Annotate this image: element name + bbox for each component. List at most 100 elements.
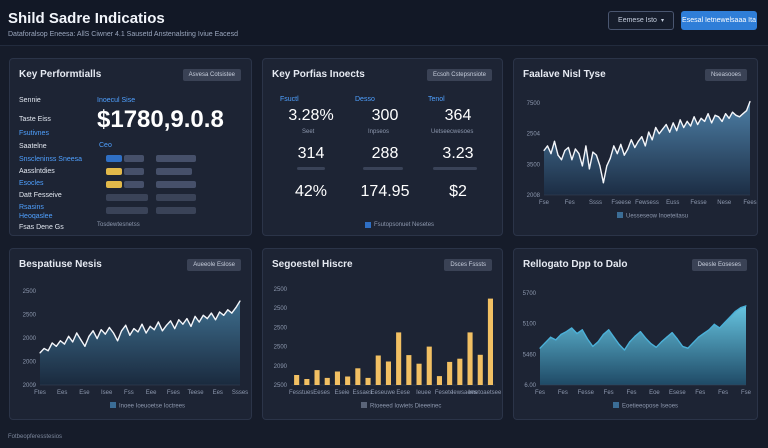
- data-point: [59, 340, 62, 342]
- x-tick-label: Ese: [79, 390, 90, 396]
- area-fill: [540, 305, 746, 385]
- data-point: [157, 321, 159, 323]
- y-tick-label: 5100: [523, 322, 537, 328]
- data-point: [620, 143, 622, 145]
- y-tick-label: 2090: [274, 364, 288, 370]
- data-point: [96, 337, 98, 340]
- data-point: [738, 116, 741, 118]
- data-point: [161, 330, 164, 332]
- data-point: [679, 119, 681, 121]
- metric-value: 364: [444, 107, 472, 124]
- data-point: [202, 314, 204, 316]
- metrics-panel: Key Porfias Inoects Ecsoh Cstepsnsiote F…: [262, 58, 503, 236]
- metrics-panel-button[interactable]: Ecsoh Cstepsnsiote: [426, 69, 492, 81]
- metric-value: 288: [371, 145, 399, 162]
- data-point: [560, 333, 562, 335]
- data-point: [623, 154, 625, 156]
- data-point: [637, 140, 639, 142]
- data-point: [214, 319, 217, 321]
- data-point: [676, 338, 678, 340]
- x-tick-label: Isee: [101, 390, 113, 396]
- data-point: [729, 316, 731, 318]
- bar: [396, 332, 402, 385]
- x-tick-label: Fesse: [690, 200, 707, 206]
- x-tick-label: Fes: [718, 390, 728, 396]
- data-point: [585, 145, 587, 147]
- kpi-panel-title: Key Performtialls: [19, 69, 102, 80]
- bar: [406, 355, 412, 385]
- data-point: [609, 157, 611, 159]
- bar: [467, 332, 473, 385]
- y-tick-label: 2500: [274, 345, 288, 351]
- kpi-label: Taste Eiss: [19, 116, 51, 123]
- metrics-panel-title: Key Porfias Inoects: [272, 69, 365, 80]
- data-point: [231, 312, 233, 314]
- data-point: [602, 182, 604, 184]
- data-point: [51, 342, 53, 344]
- data-point: [84, 345, 86, 347]
- metric-divider: [363, 167, 403, 170]
- primary-action-button[interactable]: Esesal Ietnewelsaaa Ita: [681, 11, 757, 30]
- x-tick-label: Ieuee: [416, 390, 432, 396]
- data-point: [239, 300, 241, 302]
- ratio-panel-button[interactable]: Deesle Eoseses: [691, 259, 747, 271]
- x-tick-label: Ees: [57, 390, 67, 396]
- data-point: [543, 149, 545, 152]
- data-point: [586, 338, 589, 340]
- filter-button[interactable]: Eemese Isto ▾: [608, 11, 674, 30]
- data-point: [745, 305, 747, 307]
- status-chip: [156, 207, 196, 214]
- performance-panel-button[interactable]: Aueeole Eslose: [187, 259, 241, 271]
- legend-swatch: [617, 212, 623, 218]
- kpi-label: Fsutivnes: [19, 130, 49, 137]
- data-point: [544, 342, 546, 344]
- data-point: [618, 343, 620, 346]
- status-chip: [156, 194, 196, 201]
- bar: [447, 361, 453, 385]
- y-tick-label: 6.00: [524, 383, 536, 389]
- status-chip: [106, 168, 122, 175]
- data-point: [116, 340, 119, 342]
- data-point: [704, 120, 706, 122]
- bar: [416, 363, 422, 385]
- x-tick-label: Esese: [669, 390, 686, 396]
- data-point: [178, 319, 180, 321]
- bar: [375, 355, 381, 385]
- legend-swatch: [361, 402, 367, 408]
- data-point: [227, 309, 229, 311]
- data-point: [553, 140, 556, 142]
- status-chip: [156, 181, 196, 188]
- data-point: [190, 325, 192, 327]
- trend-panel-title: Faalave Nisl Tyse: [523, 69, 606, 80]
- data-point: [149, 325, 151, 327]
- data-point: [749, 100, 751, 103]
- bar-panel-button[interactable]: Dsces Fsssts: [444, 259, 492, 271]
- kpi-panel-button[interactable]: Asvesa Cotsistee: [182, 69, 241, 81]
- data-point: [735, 114, 737, 116]
- y-tick-label: 7500: [527, 101, 541, 107]
- trend-panel-button[interactable]: Nseasooes: [704, 69, 747, 81]
- data-point: [641, 136, 643, 138]
- x-tick-label: Fees: [743, 200, 756, 206]
- data-point: [658, 133, 660, 135]
- bar: [304, 379, 310, 385]
- data-point: [627, 148, 629, 150]
- data-point: [121, 330, 123, 332]
- data-point: [745, 110, 748, 112]
- data-point: [153, 329, 155, 331]
- chevron-down-icon: ▾: [660, 18, 664, 24]
- data-point: [550, 153, 552, 155]
- status-chip: [106, 181, 122, 188]
- data-point: [567, 146, 570, 149]
- metric-value: 300: [371, 107, 399, 124]
- filter-button-label: Eemese Isto: [618, 17, 657, 24]
- data-point: [687, 347, 689, 349]
- data-point: [218, 311, 221, 313]
- period-label: Ceo: [99, 142, 112, 149]
- data-point: [655, 346, 657, 348]
- data-point: [76, 332, 78, 334]
- y-tick-label: 2500: [274, 325, 288, 331]
- data-point: [731, 111, 734, 113]
- data-point: [206, 318, 208, 320]
